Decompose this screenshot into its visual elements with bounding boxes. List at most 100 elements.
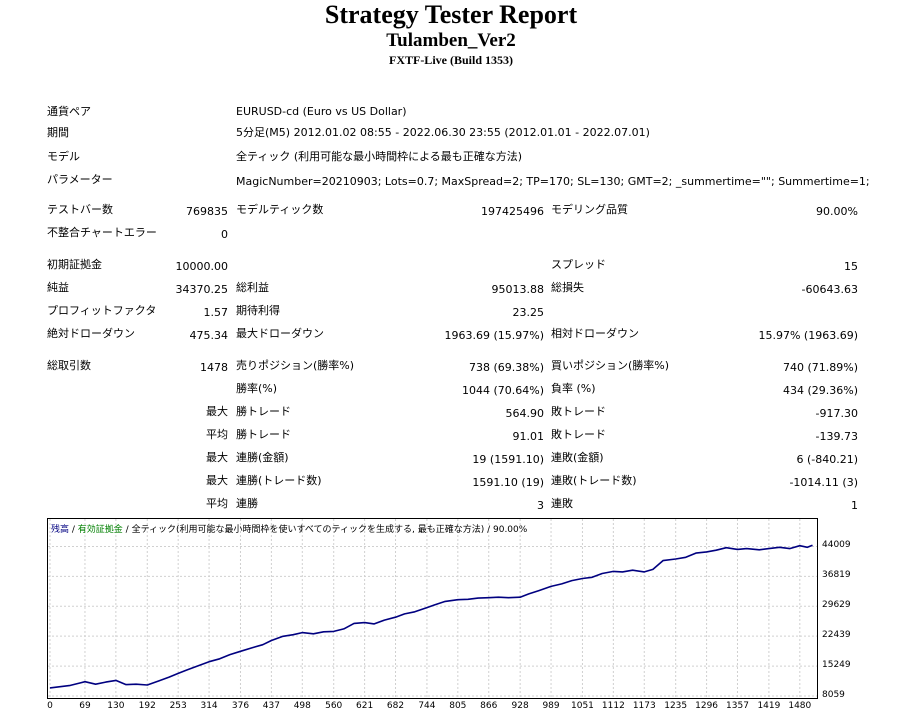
net-label: 純益 — [47, 281, 69, 294]
y-tick-label: 36819 — [822, 570, 851, 581]
y-tick-label: 22439 — [822, 630, 851, 641]
model-label: モデル — [47, 150, 80, 163]
max-consec-wins-label: 連勝(金額) — [236, 451, 289, 464]
short-value: 738 (69.38%) — [468, 361, 544, 374]
legend-sep-1: / — [69, 525, 78, 535]
largest-win-label: 勝トレード — [236, 405, 291, 418]
x-tick-label: 498 — [293, 701, 311, 711]
max-label-3: 最大 — [206, 474, 228, 487]
pf-label: プロフィットファクタ — [47, 304, 157, 317]
legend-sep-2: / — [122, 525, 132, 535]
x-tick-label: 744 — [418, 701, 436, 711]
deposit-value: 10000.00 — [175, 260, 229, 273]
max-label-2: 最大 — [206, 451, 228, 464]
pair-label: 通貨ペア — [47, 105, 91, 118]
x-tick-label: 1051 — [571, 701, 594, 711]
deposit-label: 初期証拠金 — [47, 258, 102, 271]
x-tick-label: 1296 — [695, 701, 719, 711]
avg-loss-value: -139.73 — [815, 430, 858, 443]
quality-label: モデリング品質 — [551, 203, 628, 216]
x-tick-label: 928 — [511, 701, 529, 711]
long-label: 買いポジション(勝率%) — [551, 359, 670, 372]
x-tick-label: 314 — [200, 701, 218, 711]
server-build: FXTF-Live (Build 1353) — [388, 53, 513, 67]
mismatch-value: 0 — [221, 228, 228, 241]
report-title: Strategy Tester Report — [324, 0, 578, 29]
gross-loss-value: -60643.63 — [801, 283, 858, 296]
total-trades-value: 1478 — [200, 361, 228, 374]
y-tick-label: 44009 — [822, 540, 851, 551]
max-dd-label: 最大ドローダウン — [236, 327, 324, 340]
max-consec-wins-value: 19 (1591.10) — [472, 453, 544, 466]
bars-label: テストバー数 — [47, 203, 113, 216]
avg-consec-losses-label: 連敗 — [551, 497, 573, 510]
expected-label: 期待利得 — [236, 304, 280, 317]
chart-legend: 残高 / 有効証拠金 / 全ティック(利用可能な最小時間枠を使いすべてのティック… — [51, 522, 527, 535]
long-value: 740 (71.89%) — [782, 361, 858, 374]
avg-label-2: 平均 — [206, 497, 228, 510]
loss-rate-value: 434 (29.36%) — [782, 384, 858, 397]
x-tick-label: 376 — [231, 701, 250, 711]
max-consec-losses-label: 連敗(金額) — [551, 451, 604, 464]
avg-label: 平均 — [206, 428, 228, 441]
x-tick-label: 130 — [107, 701, 125, 711]
avg-win-label: 勝トレード — [236, 428, 291, 441]
y-tick-label: 15249 — [822, 660, 851, 671]
avg-consec-wins-label: 連勝 — [236, 497, 258, 510]
x-tick-label: 1235 — [664, 701, 688, 711]
abs-dd-label: 絶対ドローダウン — [47, 327, 135, 340]
pf-value: 1.57 — [203, 306, 229, 319]
x-tick-label: 0 — [47, 701, 53, 711]
balance-chart-svg — [48, 519, 817, 698]
gross-loss-label: 総損失 — [551, 281, 584, 294]
abs-dd-value: 475.34 — [189, 329, 229, 342]
loss-rate-label: 負率 (%) — [551, 382, 596, 395]
avg-loss-label: 敗トレード — [551, 428, 606, 441]
x-tick-label: 989 — [542, 701, 560, 711]
pair-value: EURUSD-cd (Euro vs US Dollar) — [236, 105, 407, 118]
x-tick-label: 1112 — [601, 701, 625, 711]
x-tick-label: 1419 — [757, 701, 781, 711]
x-tick-label: 192 — [138, 701, 156, 711]
gross-profit-value: 95013.88 — [491, 283, 545, 296]
y-tick-label: 8059 — [822, 690, 845, 700]
spread-label: スプレッド — [551, 258, 606, 271]
params-value: MagicNumber=20210903; Lots=0.7; MaxSprea… — [236, 175, 870, 188]
legend-equity: 有効証拠金 — [77, 525, 123, 535]
x-tick-label: 866 — [480, 701, 498, 711]
period-label: 期間 — [47, 126, 69, 139]
x-tick-label: 69 — [79, 701, 91, 711]
avg-consec-losses-value: 1 — [851, 499, 858, 512]
spread-value: 15 — [844, 260, 858, 273]
model-value: 全ティック (利用可能な最小時間枠による最も正確な方法) — [236, 150, 523, 163]
quality-value: 90.00% — [816, 205, 858, 218]
legend-description: 全ティック(利用可能な最小時間枠を使いすべてのティックを生成する, 最も正確な方… — [131, 525, 528, 535]
net-value: 34370.25 — [175, 283, 229, 296]
max-consec-profit-label: 連勝(トレード数) — [236, 474, 322, 487]
x-tick-label: 560 — [325, 701, 343, 711]
win-rate-value: 1044 (70.64%) — [461, 384, 544, 397]
max-consec-loss-value: -1014.11 (3) — [789, 476, 858, 489]
largest-loss-value: -917.30 — [815, 407, 858, 420]
short-label: 売りポジション(勝率%) — [236, 359, 355, 372]
max-dd-value: 1963.69 (15.97%) — [444, 329, 544, 342]
ticks-label: モデルティック数 — [236, 203, 324, 216]
win-rate-label: 勝率(%) — [236, 382, 278, 395]
largest-loss-label: 敗トレード — [551, 405, 606, 418]
x-tick-label: 682 — [386, 701, 405, 711]
ticks-value: 197425496 — [481, 205, 544, 218]
avg-win-value: 91.01 — [512, 430, 545, 443]
x-tick-label: 805 — [449, 701, 467, 711]
max-consec-losses-value: 6 (-840.21) — [796, 453, 858, 466]
max-consec-loss-label: 連敗(トレード数) — [551, 474, 637, 487]
x-tick-label: 1480 — [788, 701, 812, 711]
period-value: 5分足(M5) 2012.01.02 08:55 - 2022.06.30 23… — [236, 126, 650, 139]
total-trades-label: 総取引数 — [47, 359, 91, 372]
max-consec-profit-value: 1591.10 (19) — [472, 476, 544, 489]
max-label: 最大 — [206, 405, 228, 418]
gross-profit-label: 総利益 — [236, 281, 269, 294]
rel-dd-label: 相対ドローダウン — [551, 327, 639, 340]
y-tick-label: 29629 — [822, 600, 851, 611]
x-tick-label: 1173 — [632, 701, 656, 711]
ea-name: Tulamben_Ver2 — [386, 30, 516, 51]
